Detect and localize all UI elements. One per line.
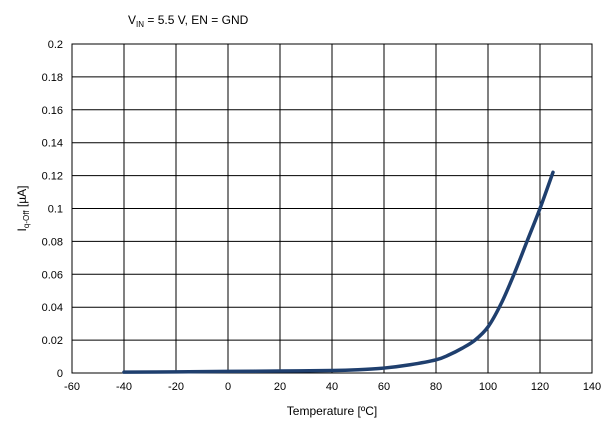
x-tick-label: 140 bbox=[583, 381, 601, 393]
x-tick-label: -40 bbox=[116, 381, 132, 393]
y-tick-label: 0.08 bbox=[42, 236, 63, 248]
y-axis-label: Iq-Off [µA] bbox=[15, 186, 31, 232]
y-tick-label: 0.04 bbox=[42, 302, 63, 314]
series-line-0 bbox=[122, 170, 555, 374]
y-tick-label: 0.06 bbox=[42, 269, 63, 281]
x-tick-label: -20 bbox=[168, 381, 184, 393]
plot-area bbox=[71, 43, 593, 374]
y-tick-label: 0.16 bbox=[42, 105, 63, 117]
condition-rest: = 5.5 V, EN = GND bbox=[144, 13, 249, 27]
y-tick-labels: 0 0.02 0.04 0.06 0.08 0.1 0.12 0.14 0.16 0.18 0.2 bbox=[42, 39, 63, 380]
y-tick-label: 0.2 bbox=[48, 39, 63, 51]
x-tick-label: 80 bbox=[430, 381, 442, 393]
y-tick-label: 0 bbox=[57, 368, 63, 380]
grid bbox=[72, 44, 592, 373]
y-tick-label: 0.02 bbox=[42, 335, 63, 347]
y-tick-label: 0.18 bbox=[42, 72, 63, 84]
x-tick-label: 0 bbox=[225, 381, 231, 393]
x-axis-label: Temperature [ºC] bbox=[287, 404, 377, 418]
x-tick-label: 100 bbox=[479, 381, 497, 393]
x-tick-label: 60 bbox=[378, 381, 390, 393]
x-tick-label: 120 bbox=[531, 381, 549, 393]
x-tick-label: 20 bbox=[274, 381, 286, 393]
y-tick-label: 0.14 bbox=[42, 138, 63, 150]
condition-label: VIN = 5.5 V, EN = GND bbox=[128, 13, 249, 29]
condition-v-sub: IN bbox=[136, 20, 144, 29]
y-axis-label-unit: [µA] bbox=[15, 186, 29, 211]
y-axis-label-sub: q-Off bbox=[22, 210, 31, 228]
y-tick-label: 0.12 bbox=[42, 171, 63, 183]
x-tick-label: -60 bbox=[64, 381, 80, 393]
series-layer bbox=[122, 170, 555, 374]
x-tick-label: 40 bbox=[326, 381, 338, 393]
x-tick-labels: -60 -40 -20 0 20 40 60 80 100 120 140 bbox=[64, 381, 601, 393]
condition-v-main: V bbox=[128, 13, 136, 27]
y-tick-label: 0.1 bbox=[48, 204, 63, 216]
y-axis-label-main: I bbox=[15, 228, 29, 231]
